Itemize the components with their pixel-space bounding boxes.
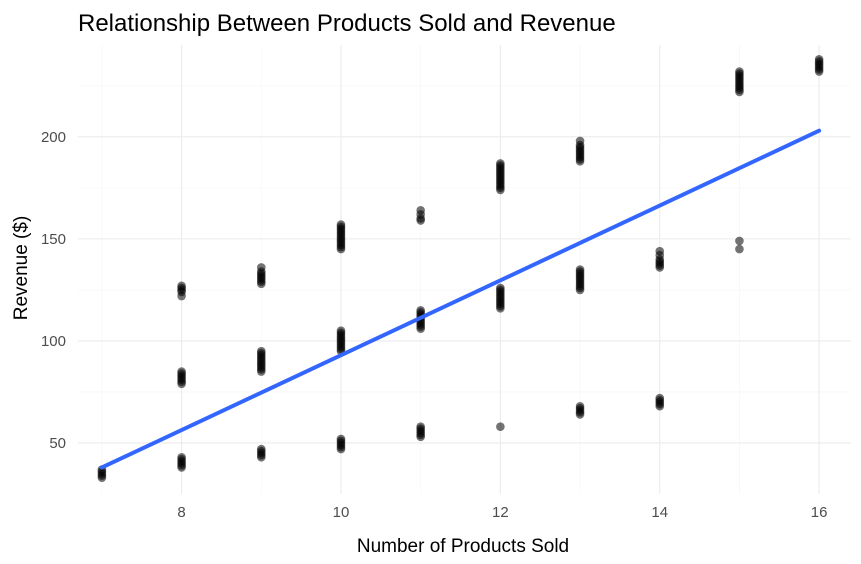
y-tick-label: 100: [41, 333, 66, 350]
x-tick-label: 10: [333, 504, 350, 521]
scatter-point: [416, 306, 425, 315]
scatter-points: [97, 54, 824, 482]
scatter-point: [496, 283, 505, 293]
scatter-point: [177, 367, 186, 376]
scatter-point: [655, 393, 665, 403]
scatter-point: [496, 159, 505, 168]
y-tick-label: 200: [41, 129, 66, 146]
scatter-point: [256, 263, 266, 272]
scatter-point: [496, 422, 505, 431]
scatter-point: [575, 265, 585, 274]
x-tick-label: 16: [811, 504, 828, 521]
scatter-point: [735, 67, 744, 76]
scatter-point: [416, 206, 425, 215]
scatter-point: [336, 326, 346, 336]
scatter-point: [416, 422, 425, 431]
x-tick-label: 8: [177, 504, 185, 521]
scatter-point: [735, 236, 744, 246]
y-tick-label: 150: [41, 231, 66, 248]
scatter-point: [336, 220, 346, 229]
scatter-point: [814, 54, 824, 64]
scatter-point: [735, 244, 744, 254]
scatter-point: [575, 401, 585, 411]
x-axis-title: Number of Products Sold: [357, 536, 569, 557]
scatter-point: [177, 452, 186, 462]
x-tick-label: 14: [651, 504, 668, 521]
x-tick-label: 12: [492, 504, 509, 521]
scatter-point: [655, 246, 665, 256]
grid: [78, 45, 851, 494]
scatter-point: [575, 136, 585, 146]
y-tick-label: 50: [49, 435, 66, 452]
scatter-point: [177, 281, 186, 291]
trend-line: [99, 128, 822, 470]
chart-title: Relationship Between Products Sold and R…: [78, 10, 616, 37]
scatter-point: [256, 444, 266, 454]
y-axis-title: Revenue ($): [11, 216, 32, 321]
scatter-point: [336, 434, 346, 444]
scatter-point: [256, 346, 266, 356]
trend-line-group: [99, 128, 822, 470]
tick-labels: 8 10 12 14 16 50 100 150 200: [41, 129, 827, 521]
